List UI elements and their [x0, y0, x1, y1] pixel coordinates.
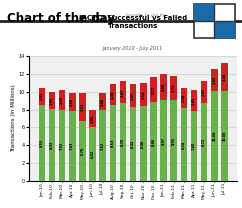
Bar: [59, 90, 65, 110]
Bar: [201, 103, 207, 181]
Text: 3.13: 3.13: [80, 103, 84, 111]
Text: 8.18: 8.18: [182, 140, 186, 149]
Text: 1.95: 1.95: [50, 97, 54, 105]
Text: 1.91: 1.91: [40, 92, 44, 100]
Bar: [150, 102, 157, 181]
Text: brought to you by: brought to you by: [126, 13, 165, 17]
Text: 9.07: 9.07: [161, 136, 166, 145]
Bar: [79, 121, 86, 181]
Text: 8.32: 8.32: [131, 140, 135, 148]
Bar: [69, 93, 76, 111]
Text: 2.52: 2.52: [212, 76, 216, 84]
Text: 1.95: 1.95: [91, 114, 95, 123]
Text: 2.54: 2.54: [141, 90, 145, 99]
Bar: [201, 81, 207, 103]
Bar: [89, 110, 96, 127]
Bar: [170, 100, 177, 181]
Text: January 2010 - July 2011: January 2010 - July 2011: [103, 46, 163, 51]
Bar: [99, 110, 106, 181]
Bar: [181, 108, 187, 181]
Text: 7.80: 7.80: [192, 142, 196, 150]
Text: IRCTC: Successful vs Failed
Transactions: IRCTC: Successful vs Failed Transactions: [79, 15, 187, 29]
Bar: [69, 111, 76, 181]
Text: 9.05: 9.05: [172, 137, 176, 145]
Text: 2.47: 2.47: [202, 88, 206, 96]
Text: 8.72: 8.72: [202, 138, 206, 146]
Text: 7.92: 7.92: [101, 141, 105, 150]
Text: 10.08: 10.08: [212, 131, 216, 141]
Text: 2.00: 2.00: [101, 97, 105, 105]
Bar: [170, 76, 177, 100]
Bar: [49, 92, 55, 109]
Bar: [38, 88, 45, 105]
Text: 3.18: 3.18: [222, 73, 227, 81]
Bar: [160, 74, 167, 100]
Text: 7.83: 7.83: [70, 142, 74, 150]
Bar: [79, 93, 86, 121]
Bar: [181, 88, 187, 108]
Bar: [211, 69, 218, 91]
Bar: [191, 90, 197, 111]
Text: 2.73: 2.73: [172, 84, 176, 92]
Bar: [194, 4, 214, 21]
Bar: [120, 81, 126, 103]
Text: Chart of the day: Chart of the day: [7, 12, 115, 25]
Bar: [140, 83, 147, 106]
Bar: [99, 93, 106, 110]
Bar: [214, 21, 235, 38]
Text: 8.55: 8.55: [40, 139, 44, 147]
Bar: [89, 127, 96, 181]
Bar: [150, 77, 157, 102]
Text: 8.70: 8.70: [121, 138, 125, 146]
Text: 2.35: 2.35: [111, 90, 115, 99]
Bar: [221, 63, 228, 91]
Bar: [191, 111, 197, 181]
Bar: [59, 110, 65, 181]
Bar: [110, 84, 116, 105]
Text: 6.02: 6.02: [91, 150, 95, 158]
Text: 8.53: 8.53: [111, 139, 115, 147]
Bar: [38, 105, 45, 181]
Text: 10.08: 10.08: [222, 131, 227, 141]
Bar: [221, 91, 228, 181]
Bar: [130, 84, 136, 107]
Bar: [49, 109, 55, 181]
Bar: [140, 106, 147, 181]
Text: 2.08: 2.08: [70, 98, 74, 106]
Text: 2.28: 2.28: [182, 94, 186, 102]
Text: 2.26: 2.26: [60, 96, 64, 104]
Text: 2.88: 2.88: [161, 83, 166, 92]
Text: 7.92: 7.92: [60, 141, 64, 150]
Bar: [160, 100, 167, 181]
Bar: [130, 107, 136, 181]
Text: 6.70: 6.70: [80, 147, 84, 155]
Text: 2.47: 2.47: [121, 88, 125, 97]
Bar: [211, 91, 218, 181]
Text: 8.03: 8.03: [50, 141, 54, 149]
Y-axis label: Transactions (In Millions): Transactions (In Millions): [11, 85, 16, 152]
Text: 8.40: 8.40: [141, 139, 145, 148]
Bar: [110, 105, 116, 181]
Bar: [120, 103, 126, 181]
Text: 2.57: 2.57: [131, 91, 135, 99]
Text: 2.77: 2.77: [151, 85, 155, 94]
Text: 2.45: 2.45: [192, 96, 196, 105]
Text: 8.86: 8.86: [151, 137, 155, 146]
